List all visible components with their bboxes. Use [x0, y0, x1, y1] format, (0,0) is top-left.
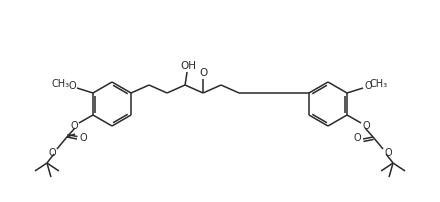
Text: CH₃: CH₃: [52, 79, 70, 89]
Text: O: O: [48, 148, 56, 158]
Text: O: O: [353, 133, 361, 143]
Text: OH: OH: [180, 61, 196, 71]
Text: O: O: [79, 133, 87, 143]
Text: O: O: [362, 121, 370, 131]
Text: O: O: [68, 81, 76, 91]
Text: O: O: [70, 121, 78, 131]
Text: O: O: [384, 148, 392, 158]
Text: O: O: [364, 81, 372, 91]
Text: CH₃: CH₃: [370, 79, 388, 89]
Text: O: O: [199, 68, 207, 78]
